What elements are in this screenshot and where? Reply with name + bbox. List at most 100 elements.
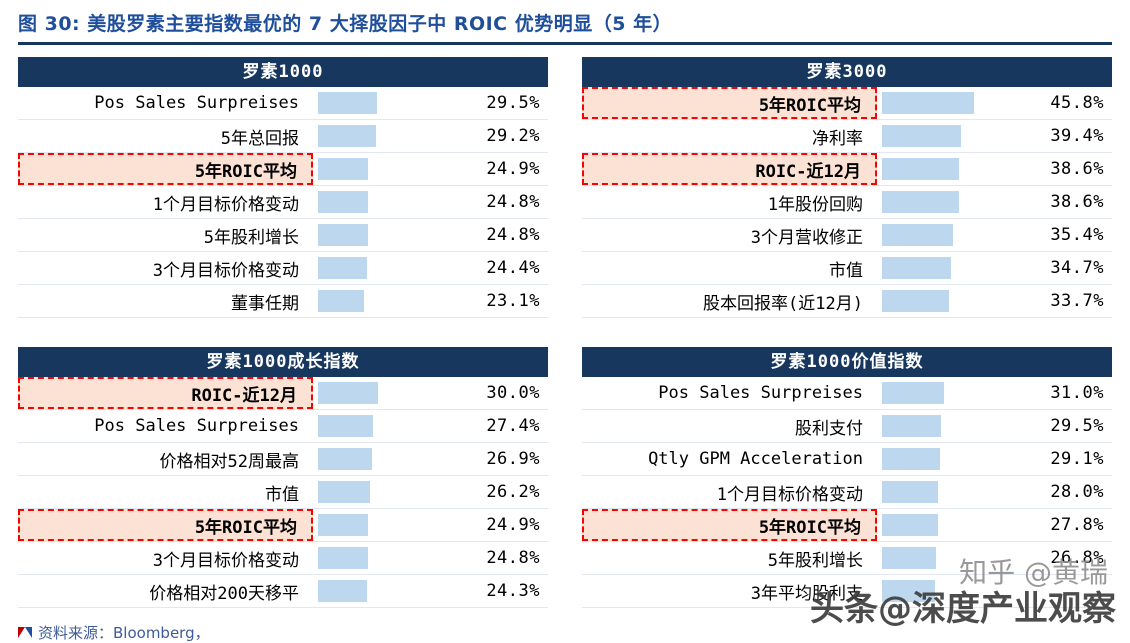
watermark-toutiao: 头条@深度产业观察 [810,589,1116,629]
value-bar [318,382,378,404]
table-russell-1000: 罗素1000 Pos Sales Surpreises 29.5% 5年总回报 29.… [18,57,548,318]
factor-value: 27.8% [1050,515,1104,535]
value-bar [882,514,938,536]
value-bar [882,92,974,114]
table-body: ROIC-近12月 30.0% Pos Sales Surpreises 27.4% 价… [18,377,548,608]
table-body: Pos Sales Surpreises 31.0% 股利支付 29.5% Qtly G… [582,377,1112,608]
bar-track [313,153,448,185]
bar-track [313,120,448,152]
value-bar [318,125,376,147]
value-bar [318,448,372,470]
factor-value: 35.4% [1050,225,1104,245]
factor-label: 股本回报率(近12月) [703,293,863,314]
table-row: 1年股份回购 38.6% [582,186,1112,219]
factor-value: 24.8% [486,225,540,245]
value-bar [882,257,951,279]
table-row: Pos Sales Surpreises 29.5% [18,87,548,120]
factor-label: 5年ROIC平均 [582,509,877,541]
bar-track [877,542,1012,574]
bar-track [313,252,448,284]
value-bar [318,481,370,503]
table-row: 市值 26.2% [18,476,548,509]
value-bar [882,382,944,404]
factor-value: 24.8% [486,192,540,212]
table-row: 3个月目标价格变动 24.4% [18,252,548,285]
factor-label: 1个月目标价格变动 [152,194,299,215]
factor-value: 31.0% [1050,383,1104,403]
table-row: Pos Sales Surpreises 31.0% [582,377,1112,410]
table-title: 罗素3000 [806,62,888,82]
factor-label: 股利支付 [795,418,863,439]
bar-track [877,476,1012,508]
factor-value: 24.9% [486,515,540,535]
factor-value: 39.4% [1050,126,1104,146]
factor-value: 24.3% [486,581,540,601]
factor-value: 24.9% [486,159,540,179]
bar-track [877,219,1012,251]
value-bar [318,191,368,213]
table-row: 市值 34.7% [582,252,1112,285]
table-row: 价格相对52周最高 26.9% [18,443,548,476]
table-row: 股利支付 29.5% [582,410,1112,443]
factor-label: 5年股利增长 [767,550,863,571]
factor-value: 38.6% [1050,192,1104,212]
table-row: 5年股利增长 24.8% [18,219,548,252]
watermark-zhihu: 知乎 @黄瑞 [959,556,1108,589]
value-bar [318,92,377,114]
factor-label: 3个月营收修正 [750,227,863,248]
table-row: 5年ROIC平均 24.9% [18,153,548,186]
factor-label: 1个月目标价格变动 [716,484,863,505]
factor-value: 30.0% [486,383,540,403]
publisher-logo-icon [18,627,32,638]
factor-label: 净利率 [812,128,863,149]
factor-label: ROIC-近12月 [582,153,877,185]
table-row: 5年ROIC平均 27.8% [582,509,1112,542]
factor-value: 26.2% [486,482,540,502]
factor-value: 38.6% [1050,159,1104,179]
factor-label: 价格相对200天移平 [149,583,299,604]
value-bar [882,448,940,470]
bar-track [877,410,1012,442]
table-row: Pos Sales Surpreises 27.4% [18,410,548,443]
table-row: 净利率 39.4% [582,120,1112,153]
value-bar [882,158,959,180]
table-title: 罗素1000价值指数 [770,352,924,372]
factor-value: 24.8% [486,548,540,568]
factor-label: 董事任期 [231,293,299,314]
factor-value: 29.5% [1050,416,1104,436]
bar-track [313,285,448,317]
table-header: 罗素1000价值指数 [582,347,1112,377]
value-bar [882,547,936,569]
value-bar [882,481,938,503]
title-rule [18,42,1112,45]
table-row: 董事任期 23.1% [18,285,548,318]
value-bar [882,415,941,437]
page-title: 图 30: 美股罗素主要指数最优的 7 大择股因子中 ROIC 优势明显（5 年… [18,13,673,35]
factor-label: 5年总回报 [220,128,299,149]
bar-track [313,575,448,607]
tables-grid: 罗素1000 Pos Sales Surpreises 29.5% 5年总回报 29.… [0,57,1130,608]
factor-value: 33.7% [1050,291,1104,311]
value-bar [882,125,961,147]
bar-track [877,509,1012,541]
value-bar [318,580,367,602]
value-bar [318,158,368,180]
value-bar [318,290,364,312]
bar-track [877,252,1012,284]
source-note-text: 资料来源：Bloomberg， [38,624,210,642]
table-row: 价格相对200天移平 24.3% [18,575,548,608]
bar-track [313,476,448,508]
table-row: ROIC-近12月 30.0% [18,377,548,410]
value-bar [318,415,373,437]
factor-label: 3个月目标价格变动 [152,260,299,281]
table-header: 罗素1000成长指数 [18,347,548,377]
value-bar [318,257,367,279]
table-russell-1000-value: 罗素1000价值指数 Pos Sales Surpreises 31.0% 股利支付… [582,347,1112,608]
factor-label: 市值 [829,260,863,281]
table-row: 3个月目标价格变动 24.8% [18,542,548,575]
table-row: 1个月目标价格变动 24.8% [18,186,548,219]
value-bar [318,547,368,569]
factor-value: 24.4% [486,258,540,278]
bar-track [313,186,448,218]
table-row: 股本回报率(近12月) 33.7% [582,285,1112,318]
